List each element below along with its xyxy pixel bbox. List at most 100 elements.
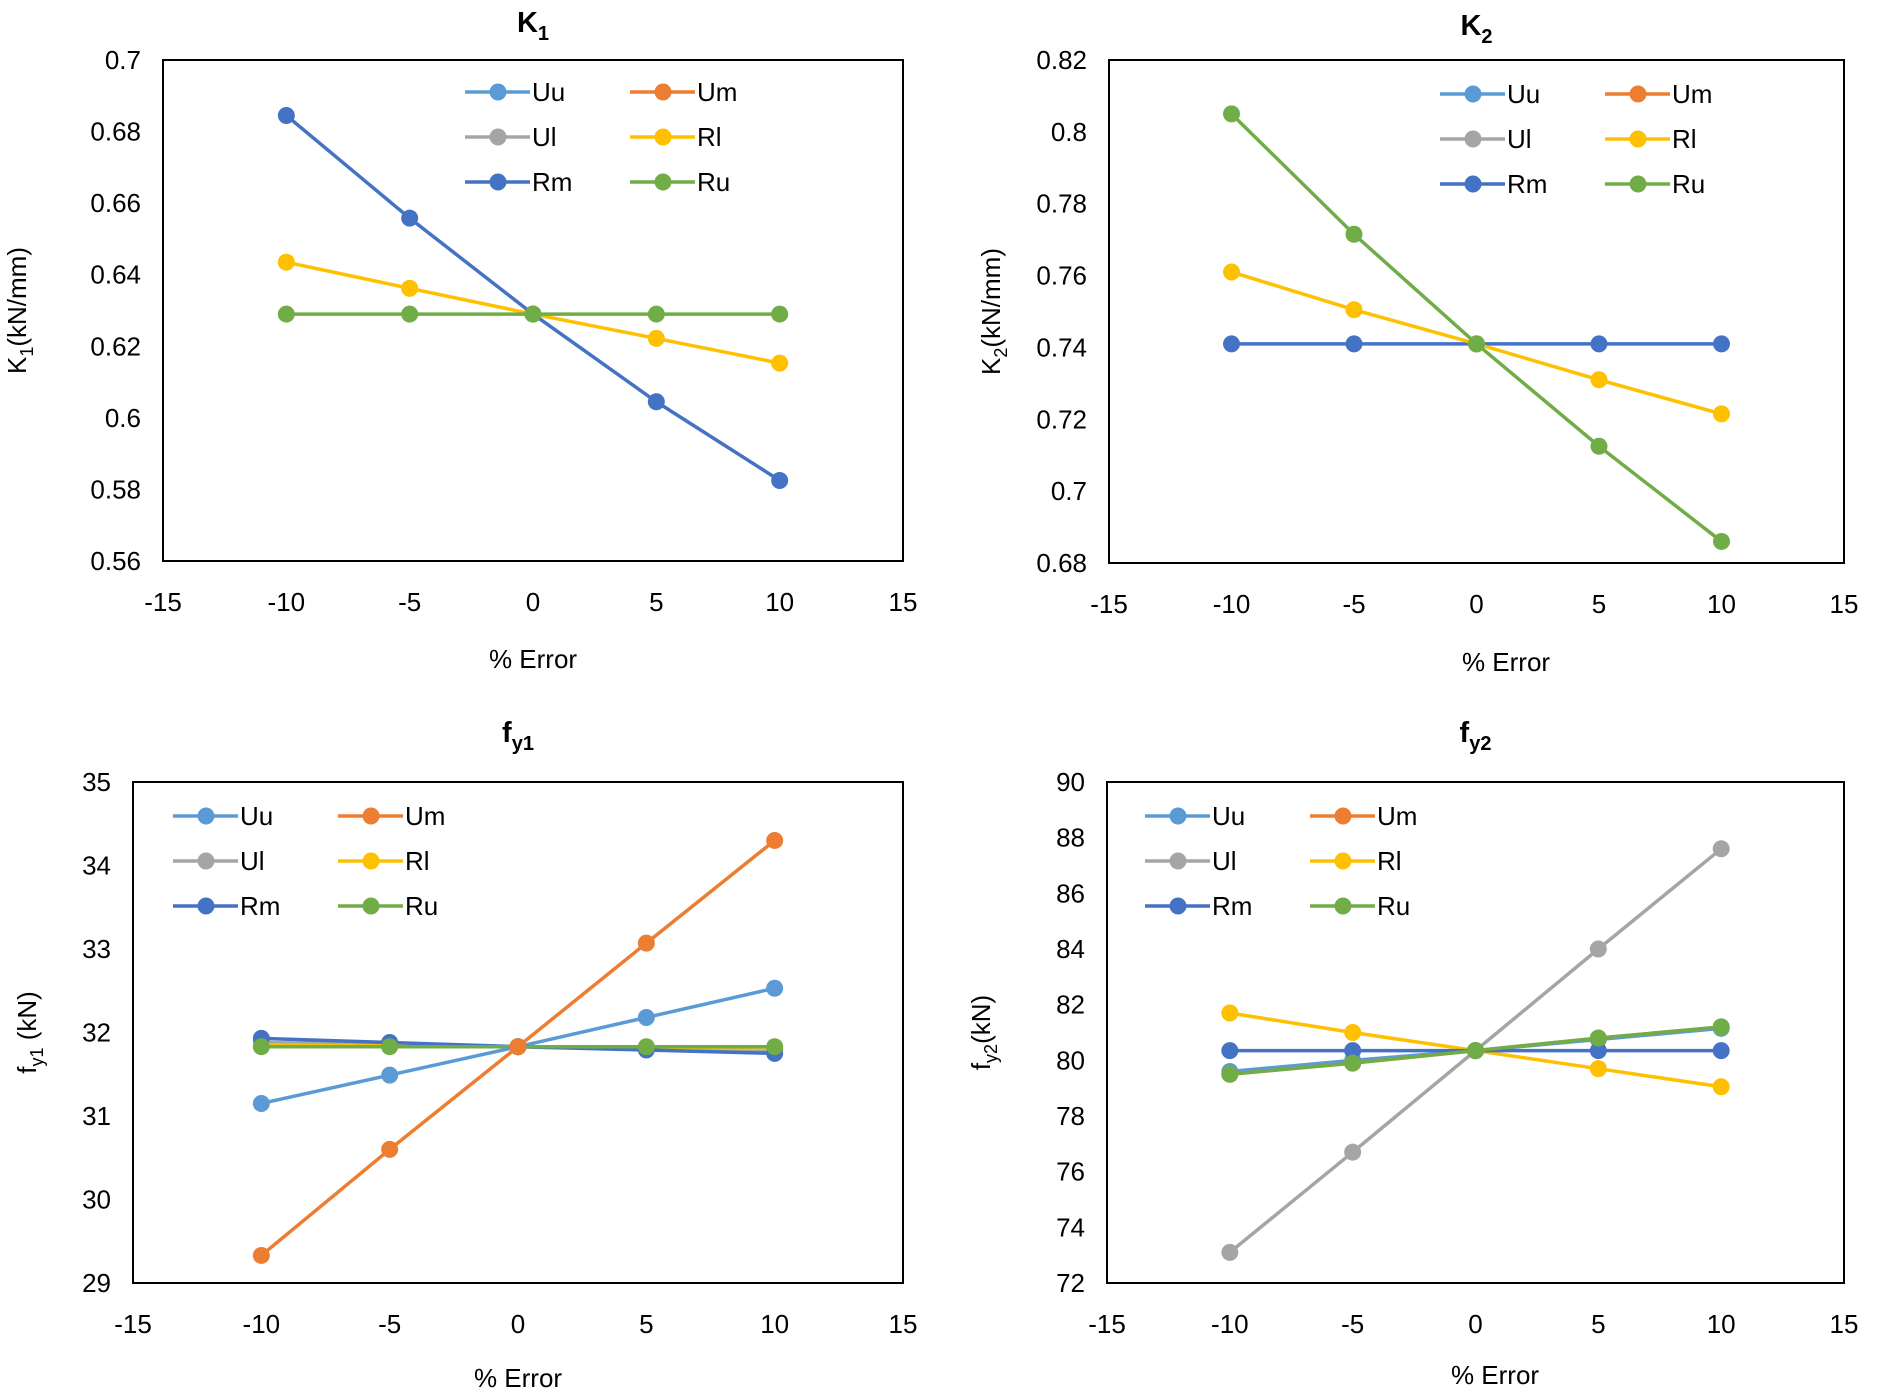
data-point-Ul bbox=[1712, 840, 1730, 858]
legend-label: Uu bbox=[1212, 801, 1245, 831]
data-point-Ru bbox=[401, 305, 419, 323]
y-tick-label: 0.78 bbox=[1036, 189, 1087, 219]
data-point-Rl bbox=[277, 253, 295, 271]
data-point-Rl bbox=[1344, 1024, 1362, 1041]
legend-item-Uu: Uu bbox=[173, 801, 273, 831]
data-point-Ru bbox=[1467, 1042, 1484, 1060]
y-axis-label: fy2(kN) bbox=[966, 995, 1001, 1070]
y-tick-label: 72 bbox=[1056, 1268, 1085, 1298]
legend-label: Ru bbox=[1672, 169, 1705, 199]
legend-item-Rm: Rm bbox=[1145, 891, 1252, 921]
data-point-Rm bbox=[1221, 1042, 1239, 1060]
x-axis-label: % Error bbox=[474, 1363, 562, 1393]
chart-title: fy2 bbox=[1460, 717, 1492, 755]
chart-title-subscript: y2 bbox=[1469, 733, 1491, 755]
legend-swatch-marker bbox=[654, 173, 672, 191]
y-axis-label-unit: (kN) bbox=[12, 991, 42, 1047]
x-tick-label: -15 bbox=[1088, 1309, 1126, 1339]
legend-swatch-marker bbox=[362, 852, 380, 870]
data-point-Ru bbox=[1468, 335, 1485, 353]
y-tick-label: 82 bbox=[1056, 990, 1085, 1020]
chart-k1: K10.560.580.60.620.640.660.680.7-15 -10 -5… bbox=[2, 7, 918, 674]
y-axis-label: fy1 (kN) bbox=[12, 991, 47, 1074]
x-tick-label: 15 bbox=[889, 587, 918, 617]
chart-title: K2 bbox=[1460, 10, 1492, 48]
y-axis-label-subscript: y1 bbox=[27, 1048, 47, 1067]
legend-label: Uu bbox=[240, 801, 273, 831]
legend-item-Rl: Rl bbox=[338, 846, 430, 876]
plot-area-frame bbox=[132, 781, 904, 1284]
legend-item-Rm: Rm bbox=[173, 891, 280, 921]
x-tick-label: -10 bbox=[243, 1309, 281, 1339]
data-point-Ru bbox=[637, 1038, 655, 1056]
y-axis-label-main: f bbox=[12, 1066, 42, 1074]
y-tick-label: 0.74 bbox=[1036, 332, 1087, 362]
x-tick-label: 15 bbox=[1830, 1309, 1859, 1339]
x-tick-label: 5 bbox=[1592, 589, 1606, 619]
legend-swatch-marker bbox=[1629, 130, 1647, 148]
x-tick-label: -5 bbox=[1342, 589, 1365, 619]
legend-label: Rl bbox=[1672, 124, 1697, 154]
data-point-Ul bbox=[1344, 1143, 1362, 1161]
chart-title-subscript: y1 bbox=[512, 733, 534, 755]
y-tick-label: 0.62 bbox=[90, 331, 141, 361]
legend-label: Rm bbox=[1507, 169, 1547, 199]
x-axis-label: % Error bbox=[1462, 647, 1550, 677]
x-tick-label: 10 bbox=[765, 587, 794, 617]
y-tick-label: 90 bbox=[1056, 767, 1085, 797]
legend-swatch-marker bbox=[1334, 807, 1352, 825]
data-point-Ru bbox=[381, 1038, 399, 1056]
data-point-Ru bbox=[647, 305, 665, 323]
data-point-Rm bbox=[401, 209, 419, 227]
data-point-Ru bbox=[1344, 1054, 1362, 1072]
data-point-Ru bbox=[252, 1038, 270, 1056]
series-Ru bbox=[277, 305, 789, 323]
y-axis-label-unit: (kN/mm) bbox=[2, 247, 32, 347]
data-point-Rl bbox=[401, 279, 419, 297]
data-point-Rl bbox=[1221, 1004, 1239, 1022]
x-tick-label: 5 bbox=[649, 587, 663, 617]
data-point-Rl bbox=[1712, 1078, 1730, 1096]
chart-title-main: f bbox=[1460, 717, 1470, 749]
legend-item-Ru: Ru bbox=[1605, 169, 1705, 199]
x-tick-label: 0 bbox=[511, 1309, 525, 1339]
series-Rm bbox=[277, 106, 789, 489]
legend-swatch-marker bbox=[1169, 897, 1187, 915]
y-tick-label: 0.58 bbox=[90, 474, 141, 504]
series-Ru bbox=[1221, 1018, 1730, 1083]
y-tick-label: 80 bbox=[1056, 1045, 1085, 1075]
chart-title: fy1 bbox=[502, 717, 534, 755]
data-point-Ru bbox=[524, 305, 542, 323]
data-point-Rm bbox=[771, 471, 789, 489]
series-Ru bbox=[1223, 105, 1730, 550]
y-tick-label: 0.56 bbox=[90, 546, 141, 576]
y-tick-label: 0.68 bbox=[90, 117, 141, 147]
legend-label: Ul bbox=[1212, 846, 1237, 876]
x-tick-label: 5 bbox=[639, 1309, 653, 1339]
data-point-Rm bbox=[647, 393, 665, 411]
data-point-Um bbox=[509, 1038, 527, 1056]
legend-label: Rl bbox=[1377, 846, 1402, 876]
legend-item-Um: Um bbox=[338, 801, 445, 831]
legend-label: Um bbox=[405, 801, 445, 831]
legend-label: Rm bbox=[532, 167, 572, 197]
data-point-Ru bbox=[1713, 532, 1730, 550]
x-tick-label: -10 bbox=[1211, 1309, 1249, 1339]
x-tick-label: 0 bbox=[1469, 589, 1483, 619]
legend-item-Ul: Ul bbox=[173, 846, 265, 876]
data-point-Ul bbox=[1589, 940, 1607, 958]
data-point-Ru bbox=[1590, 437, 1608, 455]
legend-item-Rm: Rm bbox=[1440, 169, 1547, 199]
x-tick-label: -10 bbox=[1213, 589, 1251, 619]
y-tick-label: 74 bbox=[1056, 1212, 1085, 1242]
y-tick-label: 0.72 bbox=[1036, 404, 1087, 434]
y-axis-label-main: K bbox=[2, 356, 32, 374]
legend-label: Rm bbox=[1212, 891, 1252, 921]
data-point-Rl bbox=[1345, 301, 1363, 319]
y-axis-label-subscript: 1 bbox=[17, 347, 37, 357]
legend-label: Um bbox=[1377, 801, 1417, 831]
chart-title: K1 bbox=[517, 7, 549, 45]
data-point-Uu bbox=[637, 1008, 655, 1026]
y-tick-label: 86 bbox=[1056, 878, 1085, 908]
y-tick-label: 31 bbox=[82, 1101, 111, 1131]
